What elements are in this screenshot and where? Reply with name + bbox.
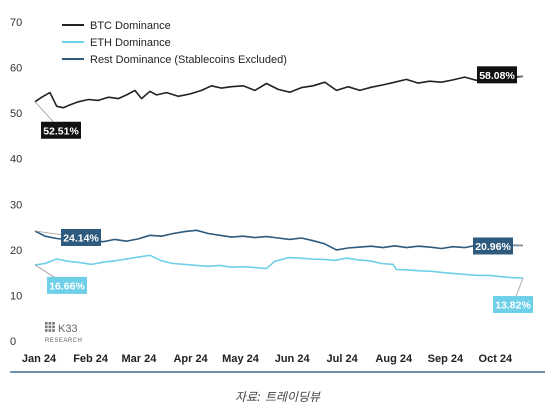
watermark-dot [52,329,55,332]
x-tick-label: Sep 24 [428,353,464,365]
y-tick-label: 40 [10,154,22,166]
annotation-label: 13.82% [495,300,531,312]
annotation-label: 52.51% [43,125,79,137]
series-layer [34,73,524,279]
legend-label: BTC Dominance [90,20,171,32]
y-tick-label: 30 [10,199,22,211]
x-tick-label: Oct 24 [479,353,514,365]
x-tick-label: Feb 24 [73,353,109,365]
series-line-2 [34,229,524,251]
watermark-dot [48,322,52,325]
x-tick-label: Jun 24 [275,353,311,365]
watermark-dot [52,322,55,325]
annotation-box [61,228,101,246]
watermark-text: K33 [58,323,78,335]
y-tick-label: 10 [10,290,22,302]
y-tick-label: 60 [10,63,22,75]
watermark-subtext: RESEARCH [45,338,82,344]
annotation-label: 20.96% [475,241,511,253]
watermark-dot [45,325,48,329]
x-tick-label: Mar 24 [122,353,158,365]
annotation-box [41,121,81,139]
watermark-dot [52,325,55,329]
source-caption: 자료: 트레이딩뷰 [234,390,321,404]
y-tick-label: 50 [10,108,22,120]
x-tick-label: Jan 24 [22,353,57,365]
watermark-dot [48,325,52,329]
x-tick-label: Apr 24 [173,353,208,365]
y-tick-label: 70 [10,17,22,29]
annotation-box [47,276,87,294]
annotation-label: 16.66% [49,280,85,292]
x-tick-label: May 24 [222,353,260,365]
x-tick-label: Aug 24 [375,353,413,365]
legend: BTC Dominance ETH Dominance Rest Dominance… [62,20,287,66]
x-axis: Jan 24 Feb 24 Mar 24 Apr 24 May 24 Jun 24 Jul … [22,353,513,365]
annotation-label: 58.08% [479,70,515,82]
annotation-layer: 52.51% 58.08% 24.14% 20.96% 16.66% 13.82% [34,66,533,314]
annotation-box [473,237,513,255]
y-axis: 0 10 20 30 40 50 60 70 [10,17,22,348]
legend-label: ETH Dominance [90,37,171,49]
watermark-dot [48,329,52,332]
series-line-0 [34,73,524,109]
watermark-dot [45,322,48,325]
y-tick-label: 0 [10,336,16,348]
legend-label: Rest Dominance (Stablecoins Excluded) [90,54,287,66]
annotation-label: 24.14% [63,232,99,244]
annotation-box [493,296,533,314]
k33-watermark: K33 RESEARCH [45,322,82,344]
series-line-1 [34,254,524,279]
annotation-box [477,66,517,84]
x-tick-label: Jul 24 [327,353,359,365]
y-tick-label: 20 [10,245,22,257]
watermark-dot [45,329,48,332]
